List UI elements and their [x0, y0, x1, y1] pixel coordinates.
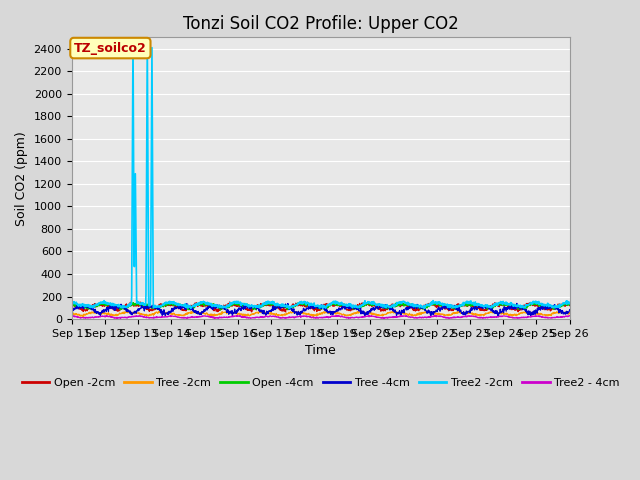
Tree -4cm [289, 309, 297, 314]
Line: Open -4cm: Open -4cm [72, 302, 570, 310]
Text: TZ_soilco2: TZ_soilco2 [74, 42, 147, 55]
Tree -2cm [299, 310, 307, 316]
Line: Open -2cm: Open -2cm [72, 302, 570, 312]
Tree2 - 4cm [289, 314, 297, 320]
Tree2 - 4cm [351, 314, 359, 320]
Tree2 -2cm [280, 301, 287, 307]
Open -2cm [566, 303, 573, 309]
Open -2cm [106, 302, 114, 308]
Tree2 -2cm [290, 304, 298, 310]
Tree -2cm [127, 310, 134, 316]
Open -4cm [352, 306, 360, 312]
Open -2cm [290, 304, 298, 310]
Tree -4cm [127, 311, 134, 316]
Line: Tree2 -2cm: Tree2 -2cm [72, 37, 570, 309]
Open -2cm [280, 307, 287, 313]
Tree -4cm [427, 313, 435, 319]
Open -2cm [68, 302, 76, 308]
Open -4cm [106, 301, 114, 307]
Open -2cm [127, 300, 134, 305]
Tree -4cm [351, 304, 359, 310]
Tree2 - 4cm [334, 312, 342, 318]
Tree2 -2cm [352, 304, 360, 310]
Open -2cm [226, 299, 234, 305]
Open -2cm [299, 301, 307, 307]
Tree2 -2cm [106, 300, 114, 306]
Tree2 -2cm [129, 34, 137, 40]
Tree -2cm [79, 313, 87, 319]
Open -4cm [303, 300, 311, 305]
Tree -2cm [280, 312, 287, 318]
Tree -2cm [566, 310, 573, 315]
Open -4cm [280, 304, 287, 310]
Tree2 -2cm [68, 299, 76, 304]
Open -4cm [566, 301, 573, 307]
Line: Tree2 - 4cm: Tree2 - 4cm [72, 315, 570, 318]
Open -2cm [248, 309, 255, 315]
Tree2 -2cm [299, 300, 307, 305]
Tree -2cm [423, 308, 431, 314]
Tree2 - 4cm [279, 315, 287, 321]
Tree -4cm [106, 306, 114, 312]
Tree2 - 4cm [566, 313, 573, 319]
Tree2 - 4cm [106, 313, 114, 319]
Tree -4cm [566, 307, 573, 312]
Tree2 - 4cm [68, 312, 76, 318]
Open -4cm [68, 301, 76, 307]
X-axis label: Time: Time [305, 344, 336, 357]
Tree2 -2cm [285, 306, 293, 312]
Tree -2cm [290, 310, 298, 315]
Tree -4cm [279, 303, 287, 309]
Tree -2cm [107, 312, 115, 318]
Title: Tonzi Soil CO2 Profile: Upper CO2: Tonzi Soil CO2 Profile: Upper CO2 [183, 15, 458, 33]
Tree -2cm [351, 311, 359, 317]
Open -4cm [299, 300, 307, 306]
Open -4cm [127, 303, 134, 309]
Tree2 -2cm [127, 302, 134, 308]
Tree -4cm [298, 309, 306, 315]
Line: Tree -4cm: Tree -4cm [72, 303, 570, 316]
Legend: Open -2cm, Tree -2cm, Open -4cm, Tree -4cm, Tree2 -2cm, Tree2 - 4cm: Open -2cm, Tree -2cm, Open -4cm, Tree -4… [17, 373, 624, 392]
Open -4cm [290, 304, 298, 310]
Tree2 -2cm [566, 300, 573, 306]
Tree -4cm [68, 307, 76, 312]
Open -4cm [216, 307, 224, 313]
Y-axis label: Soil CO2 (ppm): Soil CO2 (ppm) [15, 131, 28, 226]
Tree2 - 4cm [298, 313, 306, 319]
Tree2 - 4cm [445, 315, 453, 321]
Tree -2cm [68, 311, 76, 316]
Open -2cm [352, 304, 360, 310]
Tree -4cm [513, 300, 521, 306]
Tree2 - 4cm [127, 314, 134, 320]
Line: Tree -2cm: Tree -2cm [72, 311, 570, 316]
